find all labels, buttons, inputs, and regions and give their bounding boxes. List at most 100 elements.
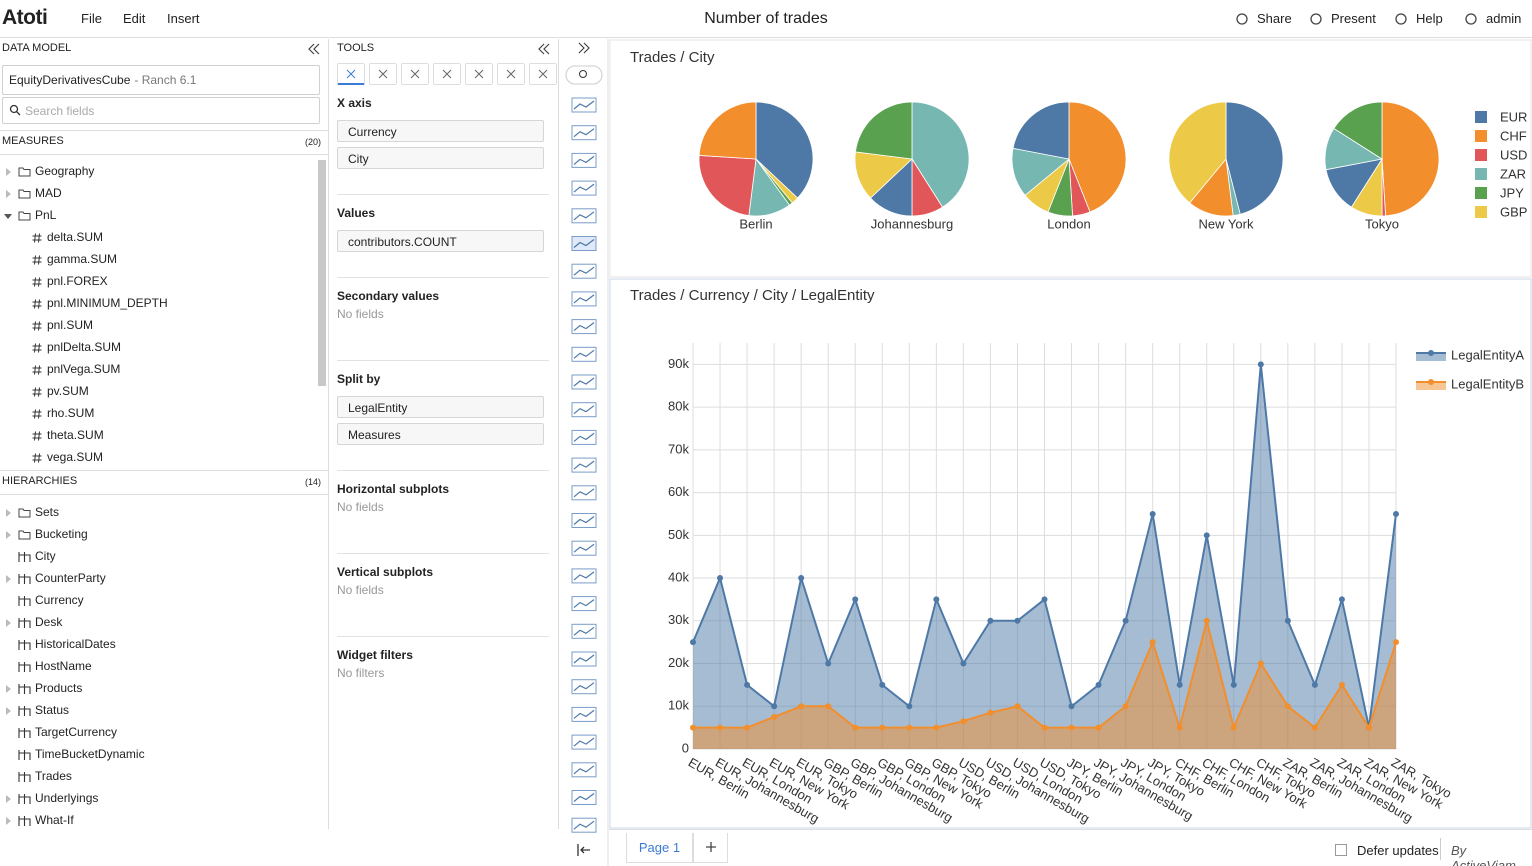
data-point[interactable] <box>1203 617 1210 624</box>
header-action[interactable]: Present <box>1331 11 1376 26</box>
tree-item[interactable]: CounterParty <box>35 571 106 585</box>
data-point[interactable] <box>879 724 886 731</box>
data-point[interactable] <box>852 596 859 603</box>
data-point[interactable] <box>1149 510 1156 517</box>
tool-tab[interactable] <box>465 63 493 85</box>
data-point[interactable] <box>1122 617 1129 624</box>
widget-icon[interactable] <box>571 596 597 612</box>
search-button[interactable] <box>565 65 603 85</box>
widget-icon[interactable] <box>571 706 597 722</box>
tree-item[interactable]: MAD <box>35 186 62 200</box>
data-point[interactable] <box>1041 596 1048 603</box>
widget-icon[interactable] <box>571 651 597 667</box>
pie-slice[interactable] <box>755 101 814 199</box>
data-point[interactable] <box>1149 639 1156 646</box>
tree-item[interactable]: City <box>35 549 56 563</box>
data-point[interactable] <box>1095 724 1102 731</box>
tree-item[interactable]: gamma.SUM <box>47 252 118 266</box>
data-point[interactable] <box>1176 681 1183 688</box>
data-point[interactable] <box>960 660 967 667</box>
data-point[interactable] <box>717 575 724 582</box>
widget-icon[interactable] <box>571 817 597 833</box>
data-point[interactable] <box>1122 703 1129 710</box>
tool-tab[interactable] <box>497 63 525 85</box>
pie-slice[interactable] <box>1012 101 1070 160</box>
data-point[interactable] <box>744 681 751 688</box>
field-chip[interactable]: LegalEntity <box>337 396 544 418</box>
tree-item[interactable]: Sets <box>35 505 60 519</box>
data-point[interactable] <box>960 718 967 725</box>
tree-item[interactable]: Currency <box>35 593 84 607</box>
tool-tab[interactable] <box>529 63 557 85</box>
tree-item[interactable]: Products <box>35 681 83 695</box>
widget-icon[interactable] <box>571 97 597 113</box>
field-chip[interactable]: Currency <box>337 120 544 142</box>
widget-icon[interactable] <box>571 485 597 501</box>
tree-item[interactable]: theta.SUM <box>47 428 104 442</box>
tool-tab[interactable] <box>369 63 397 85</box>
tree-item[interactable]: pv.SUM <box>47 384 89 398</box>
widget-icon[interactable] <box>571 762 597 778</box>
data-point[interactable] <box>1068 703 1075 710</box>
tree-item[interactable]: TargetCurrency <box>35 725 118 739</box>
header-action[interactable]: Share <box>1257 11 1292 26</box>
widget-icon[interactable] <box>571 291 597 307</box>
tool-tab[interactable] <box>337 63 365 85</box>
data-point[interactable] <box>1365 724 1372 731</box>
widget-icon[interactable] <box>571 236 597 251</box>
data-point[interactable] <box>1338 596 1345 603</box>
data-point[interactable] <box>1014 617 1021 624</box>
tree-item[interactable]: HistoricalDates <box>35 637 116 651</box>
tree-item[interactable]: What-If <box>35 813 74 827</box>
menu-item[interactable]: Insert <box>167 11 200 26</box>
data-point[interactable] <box>906 703 913 710</box>
pie-slice[interactable] <box>1333 101 1383 160</box>
field-chip[interactable]: contributors.COUNT <box>337 230 544 252</box>
tree-item[interactable]: Underlyings <box>35 791 99 805</box>
header-action[interactable]: admin <box>1486 11 1522 26</box>
data-point[interactable] <box>1284 617 1291 624</box>
cube-select[interactable]: EquityDerivativesCube - Ranch 6.1 <box>2 65 320 95</box>
data-point[interactable] <box>717 724 724 731</box>
data-point[interactable] <box>933 596 940 603</box>
checkbox[interactable] <box>1335 844 1347 856</box>
tree-item[interactable]: delta.SUM <box>47 230 104 244</box>
data-point[interactable] <box>933 724 940 731</box>
logo[interactable]: Atoti <box>2 6 48 29</box>
pie-slice[interactable] <box>855 101 913 160</box>
tree-item[interactable]: PnL <box>35 208 57 222</box>
header-action[interactable]: Help <box>1416 11 1443 26</box>
tree-item[interactable]: pnl.FOREX <box>47 274 108 288</box>
data-point[interactable] <box>1176 724 1183 731</box>
tree-item[interactable]: Desk <box>35 615 63 629</box>
pie-slice[interactable] <box>1225 101 1284 215</box>
data-point[interactable] <box>1230 724 1237 731</box>
defer-label[interactable]: Defer updates <box>1357 843 1439 858</box>
widget-icon[interactable] <box>571 513 597 528</box>
widget-icon[interactable] <box>571 374 597 390</box>
data-point[interactable] <box>1014 703 1021 710</box>
tree-item[interactable]: Status <box>35 703 70 717</box>
page-tab[interactable]: Page 1 <box>626 833 693 863</box>
widget-icon[interactable] <box>571 319 597 335</box>
data-point[interactable] <box>1338 681 1345 688</box>
data-point[interactable] <box>1311 724 1318 731</box>
widget-icon[interactable] <box>571 429 597 445</box>
widget-icon[interactable] <box>571 623 597 639</box>
data-point[interactable] <box>879 681 886 688</box>
widget-icon[interactable] <box>571 152 597 168</box>
widget-icon[interactable] <box>571 540 597 556</box>
tree-item[interactable]: pnl.MINIMUM_DEPTH <box>47 296 168 310</box>
data-point[interactable] <box>825 660 832 667</box>
data-point[interactable] <box>1393 510 1399 517</box>
data-point[interactable] <box>825 703 832 710</box>
tree-item[interactable]: vega.SUM <box>47 450 104 464</box>
data-point[interactable] <box>690 639 696 646</box>
tree-item[interactable]: TimeBucketDynamic <box>35 747 145 761</box>
data-point[interactable] <box>1068 724 1075 731</box>
widget-icon[interactable] <box>571 125 597 141</box>
tree-item[interactable]: Bucketing <box>35 527 88 541</box>
data-point[interactable] <box>798 703 805 710</box>
tool-tab[interactable] <box>401 63 429 85</box>
tree-item[interactable]: pnlDelta.SUM <box>47 340 122 354</box>
